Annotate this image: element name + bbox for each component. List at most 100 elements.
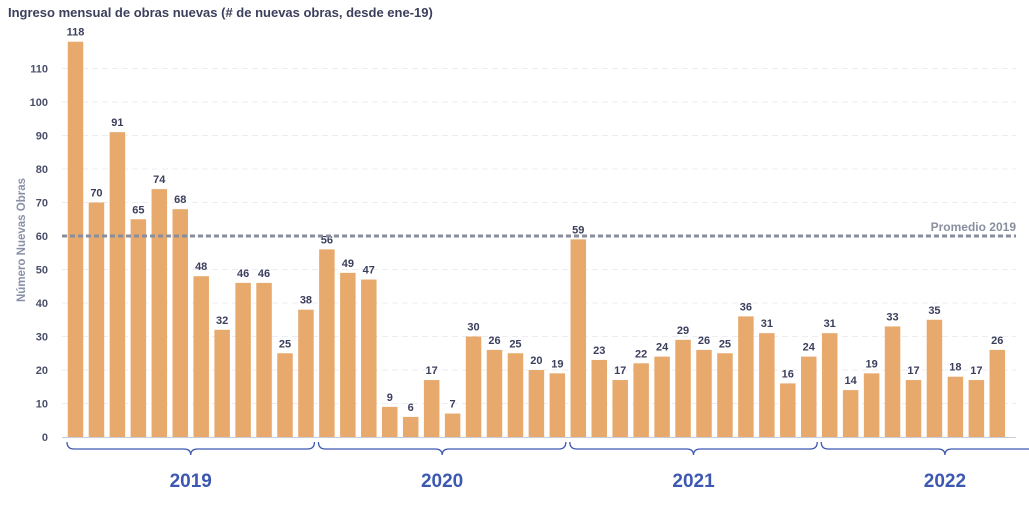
- bar: [130, 219, 147, 437]
- year-brace: [820, 441, 1029, 456]
- y-tick-label: 10: [36, 399, 48, 411]
- data-label: 7: [450, 399, 456, 411]
- data-label: 29: [677, 325, 689, 337]
- data-label: 23: [593, 345, 605, 357]
- bar: [968, 380, 985, 437]
- bar: [591, 359, 607, 437]
- data-label: 118: [67, 27, 85, 39]
- data-label: 38: [300, 295, 312, 307]
- y-tick-label: 50: [36, 265, 48, 277]
- data-label: 25: [509, 338, 521, 350]
- bar: [298, 309, 314, 437]
- data-label: 31: [824, 318, 836, 330]
- bar: [151, 189, 168, 437]
- data-label: 36: [740, 301, 752, 313]
- bar: [989, 349, 1006, 437]
- bar: [654, 356, 670, 437]
- bar: [382, 406, 398, 437]
- chart-title: Ingreso mensual de obras nuevas (# de nu…: [8, 5, 433, 20]
- data-label: 68: [174, 194, 186, 206]
- year-brace: [317, 441, 567, 456]
- y-tick-label: 40: [36, 298, 48, 310]
- bar: [905, 380, 922, 437]
- year-brace: [66, 441, 316, 456]
- data-label: 19: [865, 358, 877, 370]
- data-label: 59: [572, 224, 584, 236]
- data-label: 48: [195, 261, 207, 273]
- bar: [717, 353, 733, 437]
- y-tick-label: 0: [42, 432, 48, 444]
- data-label: 26: [488, 335, 500, 347]
- bar: [612, 380, 628, 437]
- data-label: 31: [761, 318, 773, 330]
- data-label: 17: [426, 365, 438, 377]
- bar: [549, 373, 566, 437]
- data-label: 9: [387, 392, 393, 404]
- bar: [507, 353, 524, 437]
- data-label: 18: [949, 362, 961, 374]
- data-label: 74: [153, 174, 166, 186]
- data-label: 19: [551, 358, 563, 370]
- data-label: 35: [928, 305, 940, 317]
- data-label: 20: [530, 355, 542, 367]
- year-label: 2022: [924, 471, 966, 492]
- bar: [465, 336, 482, 437]
- y-tick-label: 90: [36, 131, 48, 143]
- bar: [193, 276, 209, 437]
- data-label: 46: [237, 268, 249, 280]
- bar: [884, 326, 901, 437]
- bar: [759, 333, 775, 437]
- data-label: 70: [90, 188, 102, 200]
- bar: [780, 383, 796, 437]
- bar: [486, 349, 503, 437]
- year-label: 2019: [170, 471, 212, 492]
- bar: [801, 356, 817, 437]
- bar: [277, 353, 293, 437]
- bar: [926, 319, 943, 437]
- year-label: 2021: [672, 471, 715, 492]
- bar: [633, 363, 649, 437]
- bar: [842, 390, 859, 437]
- y-tick-label: 70: [36, 198, 48, 210]
- bar: [675, 339, 691, 437]
- y-tick-label: 30: [36, 332, 48, 344]
- year-label: 2020: [421, 471, 463, 492]
- bar: [570, 239, 587, 437]
- data-label: 25: [719, 338, 731, 350]
- bar: [423, 380, 440, 437]
- data-label: 65: [132, 204, 144, 216]
- data-label: 17: [614, 365, 626, 377]
- data-label: 26: [698, 335, 710, 347]
- y-tick-label: 60: [36, 231, 48, 243]
- y-tick-label: 80: [36, 164, 48, 176]
- y-tick-label: 110: [30, 64, 48, 76]
- data-label: 91: [111, 117, 123, 129]
- data-label: 46: [258, 268, 270, 280]
- data-label: 17: [907, 365, 919, 377]
- bar: [528, 370, 545, 437]
- bar: [235, 282, 251, 437]
- bar: [696, 349, 712, 437]
- bar: [88, 202, 105, 437]
- bar: [67, 41, 84, 437]
- year-brace: [569, 441, 818, 456]
- bar: [109, 132, 126, 437]
- bar: [947, 376, 964, 437]
- data-label: 30: [467, 322, 479, 334]
- data-label: 6: [408, 402, 414, 414]
- data-label: 14: [845, 375, 858, 387]
- y-tick-label: 20: [36, 365, 48, 377]
- bar: [319, 249, 335, 437]
- average-line-label: Promedio 2019: [931, 220, 1017, 234]
- bar: [172, 209, 188, 437]
- bar: [214, 329, 230, 437]
- bar: [256, 282, 272, 437]
- data-label: 47: [363, 265, 375, 277]
- data-label: 49: [342, 258, 354, 270]
- bar: [402, 416, 419, 437]
- data-label: 26: [991, 335, 1003, 347]
- data-label: 24: [803, 342, 816, 354]
- bar: [444, 413, 461, 437]
- data-label: 17: [970, 365, 982, 377]
